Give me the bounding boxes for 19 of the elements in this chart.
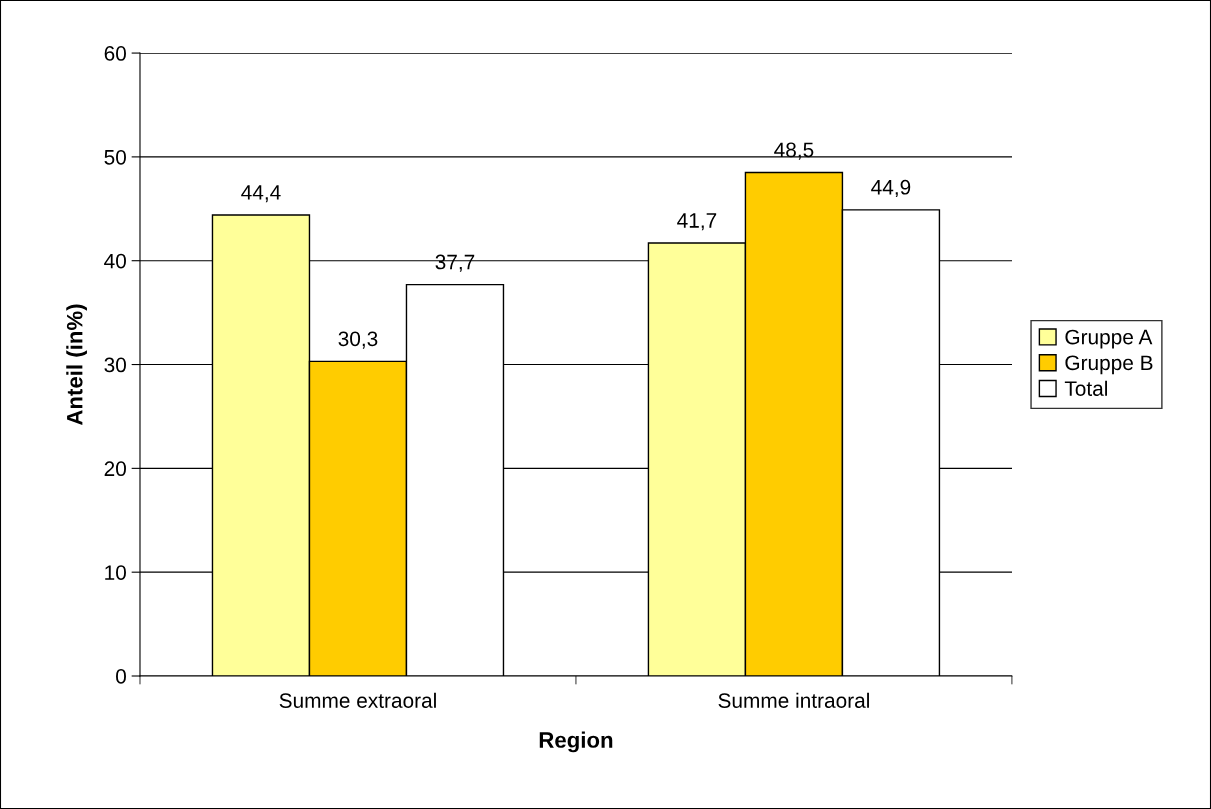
y-axis-title: Anteil (in%) bbox=[66, 304, 87, 426]
x-axis-title: Region bbox=[539, 731, 613, 753]
y-tick-label: 0 bbox=[116, 669, 126, 684]
y-tick-label: 30 bbox=[104, 357, 126, 373]
data-label: 44,4 bbox=[241, 185, 281, 203]
y-tick-label: 10 bbox=[105, 565, 126, 580]
y-tick-label: 40 bbox=[104, 253, 126, 269]
y-tick-label: 20 bbox=[104, 461, 126, 477]
y-tick-label: 50 bbox=[104, 149, 126, 165]
data-label: 48,5 bbox=[774, 142, 814, 160]
legend-label: Total bbox=[1064, 380, 1107, 396]
legend-label: Gruppe B bbox=[1065, 355, 1153, 375]
legend-label: Gruppe A bbox=[1065, 329, 1153, 349]
data-label: 41,7 bbox=[677, 213, 717, 231]
x-tick-label: Summe extraoral bbox=[279, 692, 436, 708]
y-tick-label: 60 bbox=[104, 46, 126, 61]
data-label: 30,3 bbox=[338, 331, 378, 349]
data-label: 44,9 bbox=[871, 179, 911, 198]
x-tick-label: Summe intraoral bbox=[718, 692, 869, 708]
